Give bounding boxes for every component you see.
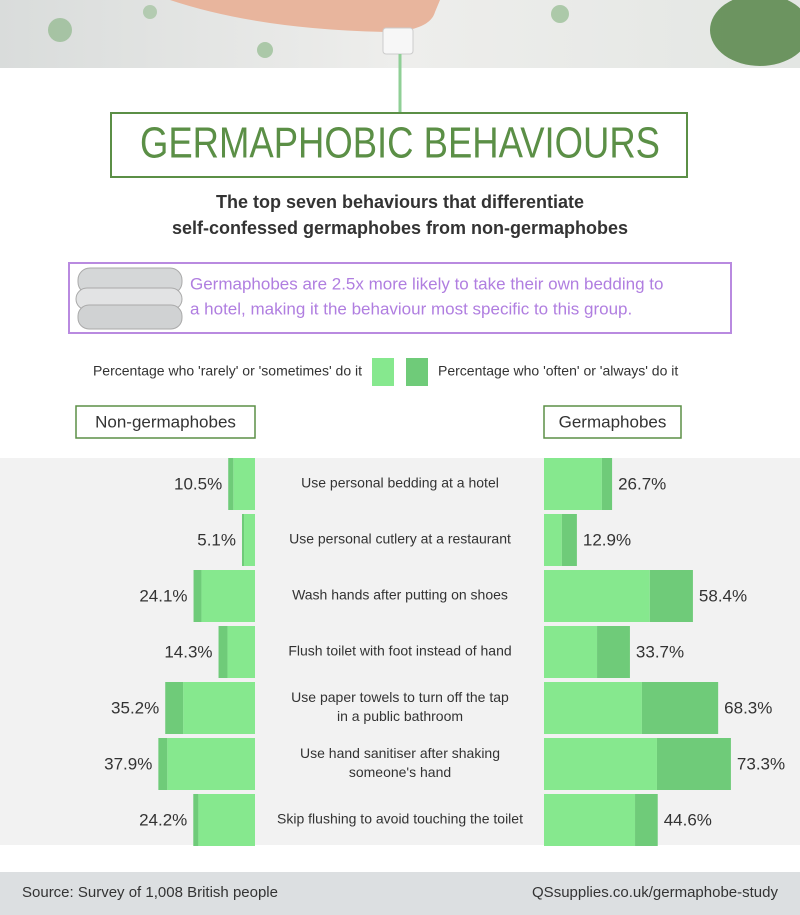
bar-segment	[544, 514, 562, 566]
value-label: 12.9%	[583, 530, 631, 549]
value-label: 33.7%	[636, 642, 684, 661]
bar-segment	[635, 794, 658, 846]
value-label: 44.6%	[664, 810, 712, 829]
category-label: in a public bathroom	[337, 708, 463, 724]
legend-label: Percentage who 'often' or 'always' do it	[438, 363, 678, 379]
callout-text: a hotel, making it the behaviour most sp…	[190, 299, 632, 318]
panel-header: Germaphobes	[559, 412, 667, 431]
title-box	[110, 112, 688, 178]
callout-text: Germaphobes are 2.5x more likely to take…	[190, 274, 663, 293]
bar-segment	[193, 570, 202, 622]
panel-header-box	[75, 405, 256, 439]
footer-bar	[0, 872, 800, 915]
subtitle: The top seven behaviours that differenti…	[216, 192, 584, 212]
category-label: someone's hand	[349, 764, 451, 780]
bar-segment	[201, 570, 255, 622]
category-label: Flush toilet with foot instead of hand	[288, 643, 511, 659]
category-label: Wash hands after putting on shoes	[292, 587, 508, 603]
value-label: 5.1%	[197, 530, 236, 549]
bar-segment	[158, 738, 168, 790]
value-label: 14.3%	[164, 642, 212, 661]
subtitle: self-confessed germaphobes from non-germ…	[172, 218, 628, 238]
bar-segment	[544, 682, 642, 734]
value-label: 35.2%	[111, 698, 159, 717]
header-photo	[0, 0, 800, 112]
source: Source: Survey of 1,008 British people	[22, 884, 278, 901]
bar-segment	[544, 458, 602, 510]
category-label: Use paper towels to turn off the tap	[291, 689, 509, 705]
value-label: 37.9%	[104, 754, 152, 773]
panel-header: Non-germaphobes	[95, 412, 236, 431]
panel-header-box	[543, 405, 682, 439]
bar-segment	[601, 458, 613, 510]
bar-segment	[544, 570, 650, 622]
bar-segment	[183, 682, 255, 734]
category-label: Use hand sanitiser after shaking	[300, 745, 500, 761]
legend-swatch	[406, 358, 428, 386]
bar-segment	[167, 738, 255, 790]
value-label: 68.3%	[724, 698, 772, 717]
bar-segment	[241, 514, 245, 566]
bar-segment	[544, 738, 657, 790]
value-label: 24.1%	[139, 586, 187, 605]
bar-segment	[233, 458, 255, 510]
bar-segment	[227, 626, 255, 678]
category-label: Use personal bedding at a hotel	[301, 475, 499, 491]
value-label: 26.7%	[618, 474, 666, 493]
url: QSsupplies.co.uk/germaphobe-study	[532, 884, 778, 901]
value-label: 10.5%	[174, 474, 222, 493]
bar-segment	[641, 682, 719, 734]
bar-segment	[165, 682, 184, 734]
bar-segment	[544, 794, 636, 846]
bar-segment	[656, 738, 731, 790]
category-label: Use personal cutlery at a restaurant	[289, 531, 511, 547]
value-label: 58.4%	[699, 586, 747, 605]
value-label: 24.2%	[139, 810, 187, 829]
bar-segment	[218, 626, 228, 678]
bar-segment	[193, 794, 199, 846]
bar-segment	[597, 626, 630, 678]
bar-segment	[244, 514, 255, 566]
bar-segment	[561, 514, 577, 566]
blanket-icon	[75, 267, 183, 330]
bar-segment	[198, 794, 255, 846]
title: GERMAPHOBIC BEHAVIOURS	[140, 119, 660, 168]
bar-segment	[228, 458, 234, 510]
bar-segment	[544, 626, 598, 678]
legend-swatch	[372, 358, 394, 386]
value-label: 73.3%	[737, 754, 785, 773]
bar-segment	[649, 570, 693, 622]
legend-label: Percentage who 'rarely' or 'sometimes' d…	[93, 363, 362, 379]
category-label: Skip flushing to avoid touching the toil…	[277, 811, 523, 827]
